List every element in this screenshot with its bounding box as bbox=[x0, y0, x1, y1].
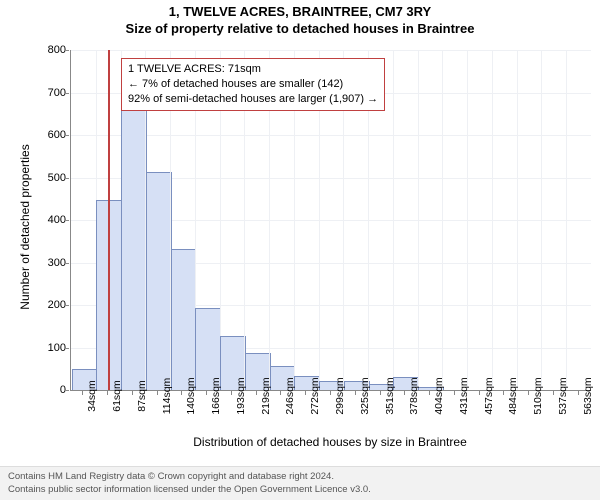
gridline-v bbox=[517, 50, 518, 390]
y-tick-mark bbox=[64, 178, 69, 179]
x-tick-mark bbox=[355, 390, 356, 395]
gridline-v bbox=[418, 50, 419, 390]
x-tick-label: 114sqm bbox=[161, 378, 173, 415]
x-tick-label: 563sqm bbox=[582, 377, 594, 414]
y-tick-mark bbox=[64, 348, 69, 349]
plot-area: 1 TWELVE ACRES: 71sqm← 7% of detached ho… bbox=[70, 50, 591, 391]
x-tick-mark bbox=[578, 390, 579, 395]
chart-container: Number of detached properties 1 TWELVE A… bbox=[0, 40, 600, 450]
x-tick-mark bbox=[181, 390, 182, 395]
histogram-bar bbox=[171, 249, 197, 390]
x-tick-mark bbox=[107, 390, 108, 395]
y-tick-mark bbox=[64, 93, 69, 94]
y-tick-label: 500 bbox=[26, 172, 66, 184]
y-tick-label: 400 bbox=[26, 214, 66, 226]
x-tick-mark bbox=[454, 390, 455, 395]
x-tick-label: 140sqm bbox=[185, 377, 197, 414]
x-tick-mark bbox=[132, 390, 133, 395]
page-title-line1: 1, TWELVE ACRES, BRAINTREE, CM7 3RY bbox=[0, 0, 600, 19]
x-tick-label: 351sqm bbox=[384, 377, 396, 414]
y-tick-mark bbox=[64, 220, 69, 221]
gridline-v bbox=[492, 50, 493, 390]
info-box-line: ← 7% of detached houses are smaller (142… bbox=[128, 77, 378, 92]
x-tick-label: 246sqm bbox=[284, 377, 296, 414]
footer-line-2: Contains public sector information licen… bbox=[8, 484, 592, 496]
gridline-v bbox=[393, 50, 394, 390]
x-tick-mark bbox=[330, 390, 331, 395]
x-tick-label: 431sqm bbox=[458, 377, 470, 414]
y-tick-label: 200 bbox=[26, 299, 66, 311]
y-tick-mark bbox=[64, 135, 69, 136]
property-info-box: 1 TWELVE ACRES: 71sqm← 7% of detached ho… bbox=[121, 58, 385, 111]
y-tick-label: 0 bbox=[26, 384, 66, 396]
x-tick-mark bbox=[404, 390, 405, 395]
x-tick-label: 325sqm bbox=[359, 377, 371, 414]
y-tick-mark bbox=[64, 263, 69, 264]
info-box-line: 1 TWELVE ACRES: 71sqm bbox=[128, 62, 378, 77]
footer-line-1: Contains HM Land Registry data © Crown c… bbox=[8, 471, 592, 483]
x-tick-label: 484sqm bbox=[507, 377, 519, 414]
x-tick-mark bbox=[503, 390, 504, 395]
histogram-bar bbox=[121, 96, 147, 390]
x-tick-mark bbox=[206, 390, 207, 395]
page-title-line2: Size of property relative to detached ho… bbox=[0, 19, 600, 36]
x-tick-mark bbox=[256, 390, 257, 395]
x-tick-label: 166sqm bbox=[210, 377, 222, 414]
x-tick-label: 219sqm bbox=[260, 377, 272, 414]
x-tick-mark bbox=[553, 390, 554, 395]
gridline-h bbox=[71, 135, 591, 136]
x-tick-label: 61sqm bbox=[111, 380, 123, 412]
x-tick-mark bbox=[280, 390, 281, 395]
y-tick-label: 700 bbox=[26, 87, 66, 99]
x-tick-label: 272sqm bbox=[309, 377, 321, 414]
y-tick-mark bbox=[64, 50, 69, 51]
histogram-bar bbox=[146, 172, 172, 390]
gridline-v bbox=[467, 50, 468, 390]
x-tick-mark bbox=[82, 390, 83, 395]
y-tick-mark bbox=[64, 305, 69, 306]
x-axis-label: Distribution of detached houses by size … bbox=[70, 435, 590, 449]
x-tick-label: 457sqm bbox=[483, 377, 495, 414]
info-box-line: 92% of semi-detached houses are larger (… bbox=[128, 92, 378, 107]
x-tick-mark bbox=[305, 390, 306, 395]
y-tick-mark bbox=[64, 390, 69, 391]
x-tick-mark bbox=[157, 390, 158, 395]
y-tick-label: 800 bbox=[26, 44, 66, 56]
gridline-v bbox=[566, 50, 567, 390]
x-tick-mark bbox=[380, 390, 381, 395]
attribution-footer: Contains HM Land Registry data © Crown c… bbox=[0, 466, 600, 500]
y-tick-label: 100 bbox=[26, 342, 66, 354]
gridline-v bbox=[442, 50, 443, 390]
property-marker-line bbox=[108, 50, 110, 390]
x-tick-label: 87sqm bbox=[136, 380, 148, 412]
x-tick-label: 404sqm bbox=[433, 377, 445, 414]
x-tick-label: 537sqm bbox=[557, 377, 569, 414]
y-tick-label: 600 bbox=[26, 129, 66, 141]
x-tick-mark bbox=[479, 390, 480, 395]
x-tick-mark bbox=[528, 390, 529, 395]
y-tick-label: 300 bbox=[26, 257, 66, 269]
gridline-v bbox=[541, 50, 542, 390]
x-tick-label: 510sqm bbox=[532, 377, 544, 414]
x-tick-label: 193sqm bbox=[235, 377, 247, 414]
gridline-h bbox=[71, 50, 591, 51]
x-tick-mark bbox=[429, 390, 430, 395]
x-tick-label: 378sqm bbox=[408, 377, 420, 414]
x-tick-mark bbox=[231, 390, 232, 395]
x-tick-label: 34sqm bbox=[86, 380, 98, 412]
x-tick-label: 299sqm bbox=[334, 377, 346, 414]
